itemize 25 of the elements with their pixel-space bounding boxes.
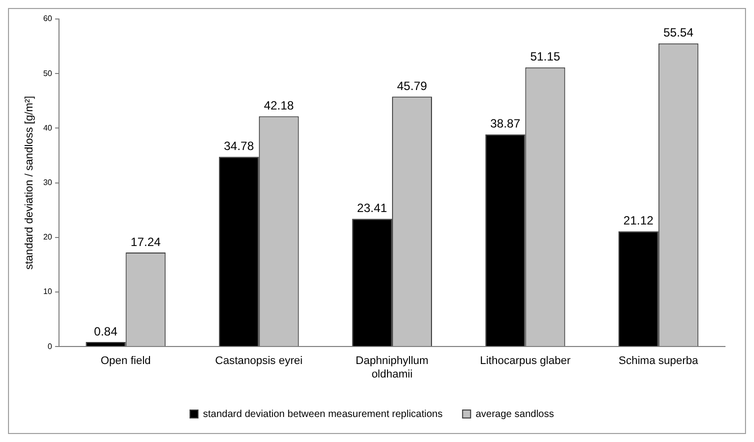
x-tick-label: Schima superba: [618, 355, 700, 368]
data-label: 34.78: [224, 139, 254, 154]
data-label: 42.18: [264, 98, 294, 113]
legend-label: average sandloss: [476, 408, 554, 420]
legend-label: standard deviation between measurement replications: [203, 408, 443, 420]
y-tick-label: 20: [43, 232, 53, 242]
data-label: 38.87: [490, 116, 521, 131]
data-label: 17.24: [130, 234, 162, 249]
x-tick-label: Daphniphyllum oldhamii: [356, 355, 428, 380]
y-tick-label: 60: [43, 14, 53, 24]
y-tick-label: 30: [43, 178, 53, 188]
y-tick-label: 40: [43, 123, 53, 132]
data-label: 55.54: [663, 26, 694, 40]
data-label: 45.79: [397, 78, 428, 93]
x-tick-label: Open field: [100, 355, 151, 368]
x-tick-label: Castanopsis eyrei: [215, 355, 303, 368]
y-tick-label: 0: [48, 342, 53, 351]
y-tick-label: 10: [43, 287, 53, 296]
x-tick-label: Lithocarpus glaber: [480, 355, 571, 368]
data-label: 51.15: [530, 50, 561, 64]
y-axis-title: standard deviation / sandloss [g/m²]: [24, 96, 36, 270]
data-label: 0.84: [94, 324, 118, 338]
data-label: 23.41: [357, 201, 388, 216]
data-label: 21.12: [623, 214, 654, 228]
y-tick-label: 50: [43, 68, 53, 78]
